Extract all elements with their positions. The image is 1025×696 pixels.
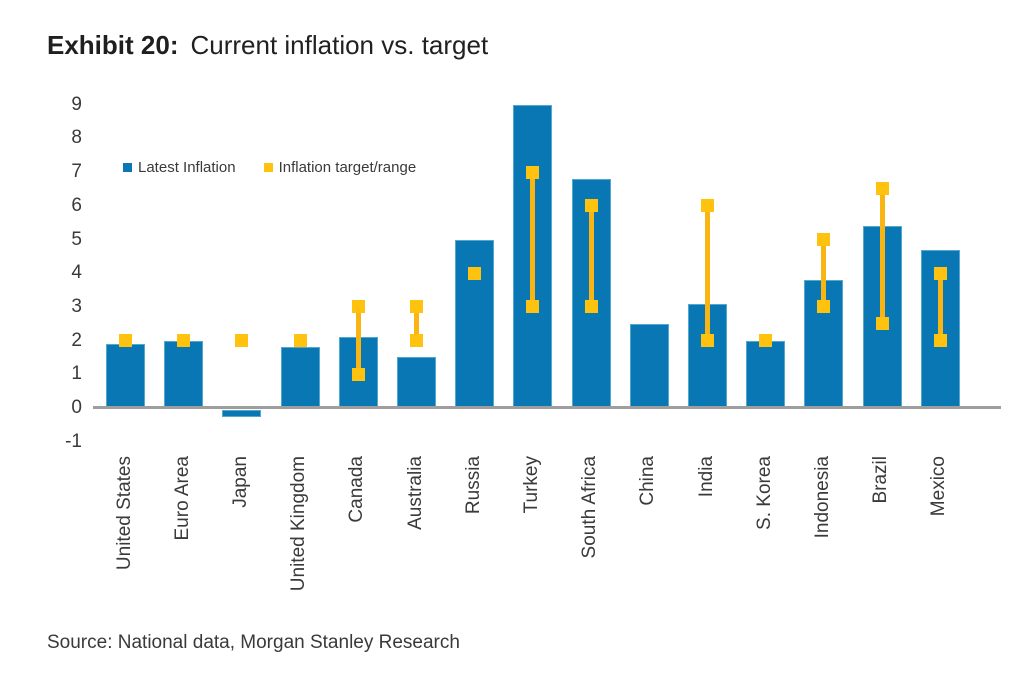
category-label-south-africa: South Africa [579,456,601,559]
bar-united-kingdom [280,347,320,407]
target-marker-india [701,199,714,213]
target-marker-s-korea [759,334,773,348]
target-range-line-india [705,205,710,341]
category-label-canada: Canada [346,456,368,523]
category-label-united-kingdom: United Kingdom [288,456,310,592]
y-tick-label: 1 [71,363,82,385]
target-marker-australia [410,300,423,314]
y-tick-label: 7 [71,161,82,183]
target-marker-mexico [933,334,947,348]
bar-japan [222,410,262,417]
category-label-japan: Japan [229,456,251,508]
exhibit-label: Exhibit 20: [47,30,179,60]
legend-label-inflation-target: Inflation target/range [278,159,417,176]
category-label-mexico: Mexico [928,456,950,517]
legend-swatch-yellow-square-icon [263,163,273,172]
target-marker-united-kingdom [293,334,307,348]
bar-s-korea [746,340,786,407]
target-marker-australia [410,334,423,348]
bar-euro-area [164,340,204,407]
chart-title: Current inflation vs. target [190,30,489,60]
category-label-russia: Russia [462,456,484,515]
target-range-line-brazil [879,188,885,324]
y-tick-label: 6 [71,194,82,216]
legend-item-latest-inflation: Latest Inflation [123,159,236,176]
target-marker-brazil [875,317,889,331]
category-label-australia: Australia [404,456,426,530]
target-marker-russia [468,266,482,280]
y-tick-label: 5 [71,228,82,250]
target-marker-south-africa [584,300,598,314]
target-marker-mexico [933,266,947,280]
target-marker-euro-area [177,334,191,348]
bar-china [629,323,669,407]
target-marker-brazil [875,182,889,196]
target-marker-canada [351,300,365,314]
target-range-line-australia [414,306,419,341]
category-label-united-states: United States [113,456,135,571]
target-marker-indonesia [817,300,831,314]
y-tick-label: -1 [65,430,82,452]
bar-turkey [513,104,553,407]
category-label-indonesia: Indonesia [811,456,833,539]
target-range-line-south-africa [588,205,594,307]
category-label-india: India [695,456,717,498]
source-note: Source: National data, Morgan Stanley Re… [47,632,460,653]
target-marker-canada [351,367,365,381]
target-marker-united-states [119,334,132,348]
y-tick-label: 0 [71,397,82,418]
y-tick-label: 9 [71,93,82,115]
target-range-line-turkey [530,172,536,307]
y-tick-label: 8 [71,127,82,149]
page-title: Exhibit 20: Current inflation vs. target [47,28,488,62]
chart-legend: Latest Inflation Inflation target/range [123,159,416,176]
y-tick-label: 3 [71,295,82,317]
target-range-line-indonesia [821,239,827,307]
y-tick-label: 4 [71,262,82,284]
bar-russia [455,239,495,407]
legend-item-inflation-target: Inflation target/range [263,159,417,176]
category-label-s-korea: S. Korea [753,456,775,530]
legend-label-latest-inflation: Latest Inflation [138,159,236,176]
bar-australia [397,357,436,407]
category-label-brazil: Brazil [870,456,892,504]
legend-swatch-blue-square-icon [123,163,132,172]
x-axis-line [93,406,1001,409]
y-tick-label: 2 [71,329,82,351]
target-marker-south-africa [584,199,598,213]
target-marker-turkey [526,165,540,179]
target-range-line-canada [355,306,361,375]
category-label-turkey: Turkey [520,456,542,514]
target-marker-japan [235,334,249,348]
target-range-line-mexico [937,273,943,341]
target-marker-india [701,334,714,348]
target-marker-turkey [526,300,540,314]
target-marker-indonesia [817,233,831,246]
category-label-euro-area: Euro Area [171,456,193,541]
category-label-china: China [637,456,659,506]
bar-united-states [106,343,145,407]
